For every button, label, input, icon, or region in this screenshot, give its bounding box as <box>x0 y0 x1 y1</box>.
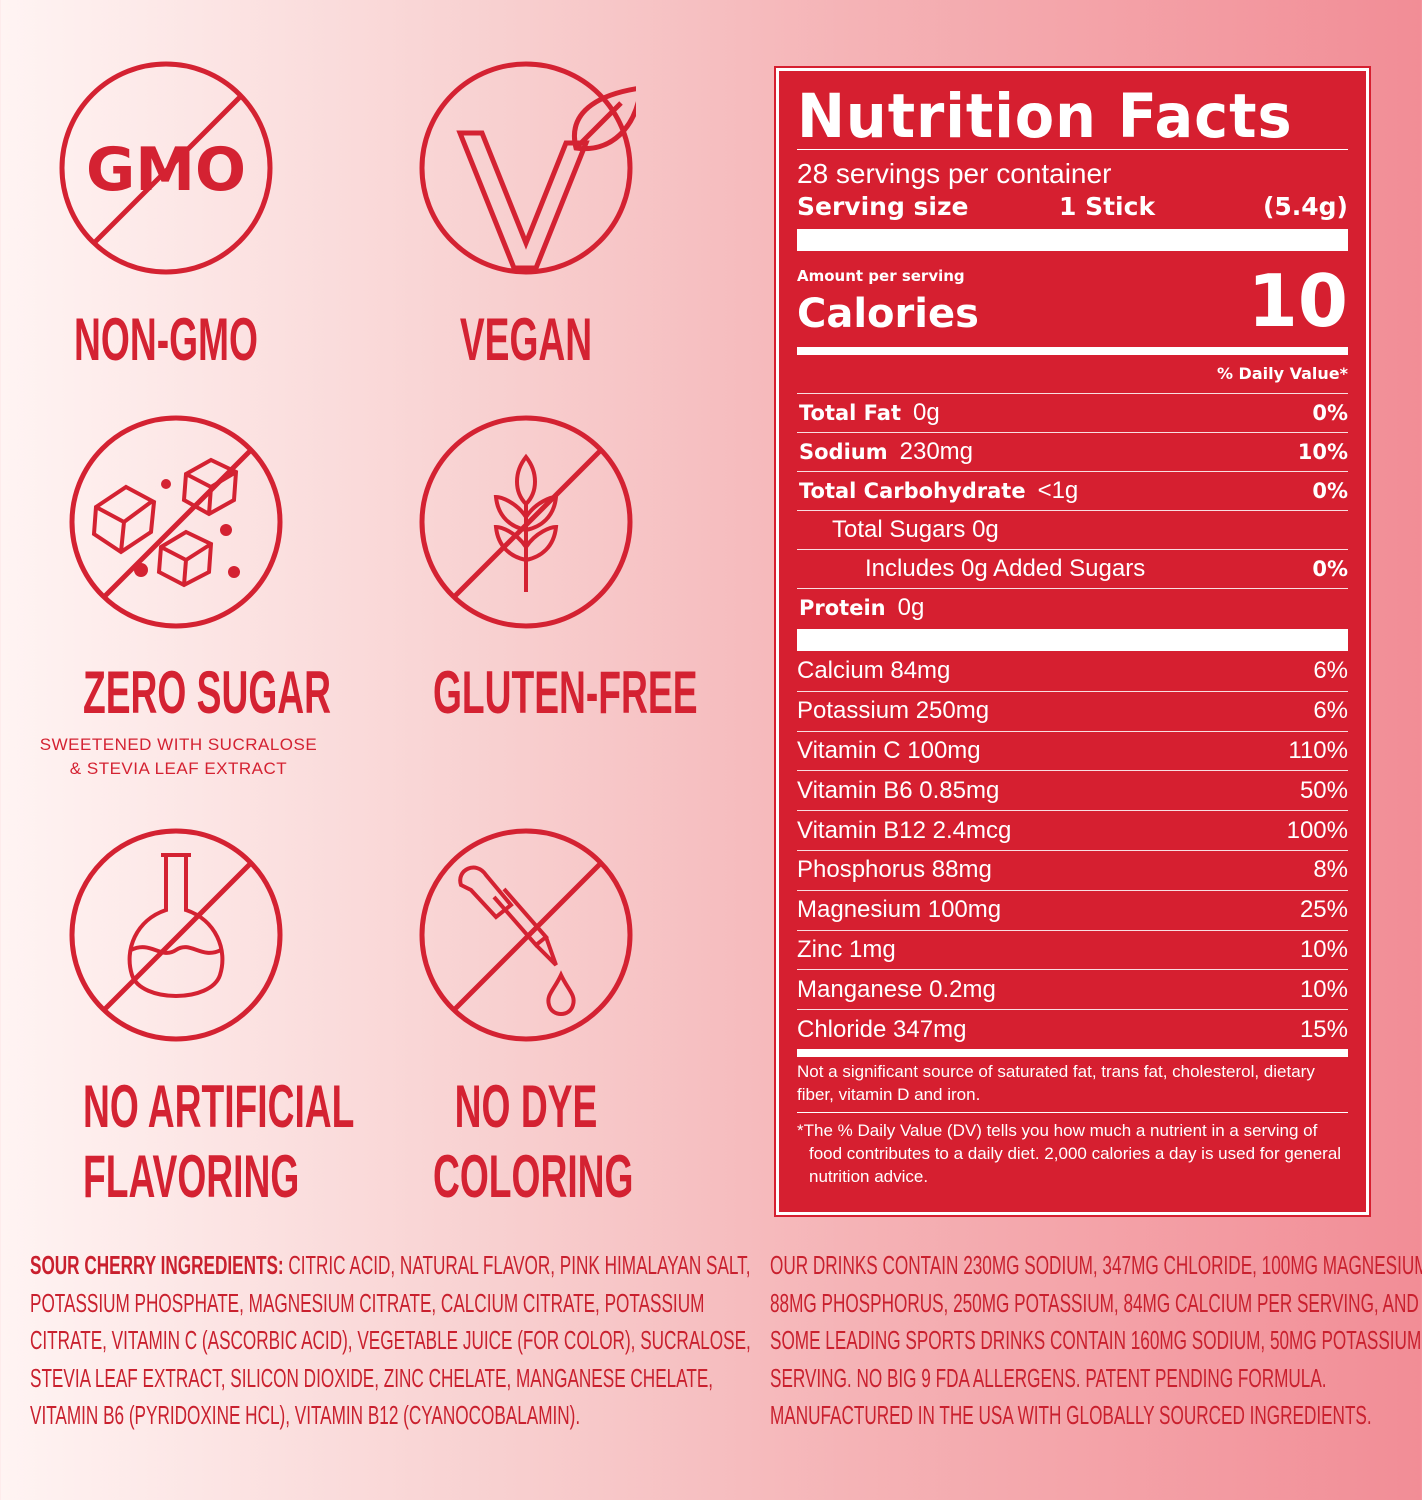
nutrient-row: Total Fat 0g 0% <box>797 393 1348 432</box>
nutrition-facts-label: Nutrition Facts 28 servings per containe… <box>774 66 1371 1217</box>
badge-label-flavoring: FLAVORING <box>83 1143 300 1210</box>
micronutrient-row: Potassium 250mg 6% <box>797 690 1348 731</box>
nutrition-title: Nutrition Facts <box>797 81 1293 152</box>
claims-text: OUR DRINKS CONTAIN 230MG SODIUM, 347MG C… <box>770 1247 1422 1435</box>
micronutrient-row: Phosphorus 88mg 8% <box>797 849 1348 890</box>
nutrient-amount: 0g <box>897 594 925 621</box>
nutrient-daily-value: 0% <box>1312 479 1348 503</box>
nutrient-name: Chloride 347mg <box>797 1015 967 1043</box>
badge-label-gluten-free: GLUTEN-FREE <box>433 659 698 726</box>
nutrient-daily-value: 6% <box>1313 656 1348 684</box>
zero-sugar-note-line-1: SWEETENED WITH SUCRALOSE <box>39 735 318 754</box>
nutrient-daily-value: 0% <box>1312 557 1348 581</box>
nutrient-name: Total Fat <box>799 401 902 425</box>
claims-line: 88MG PHOSPHORUS, 250MG POTASSIUM, 84MG C… <box>770 1287 1419 1318</box>
nutrient-amount: <1g <box>1037 477 1079 504</box>
ingredients-line: STEVIA LEAF EXTRACT, SILICON DIOXIDE, ZI… <box>30 1362 714 1393</box>
no-sugar-cubes-icon <box>69 415 283 629</box>
nutrient-row: Sodium 230mg 10% <box>797 432 1348 471</box>
micronutrient-row: Vitamin B6 0.85mg 50% <box>797 770 1348 810</box>
ingredients-line: CITRATE, VITAMIN C (ASCORBIC ACID), VEGE… <box>30 1325 751 1355</box>
badge-label-no-artificial: NO ARTIFICIAL <box>83 1073 355 1140</box>
nutrient-name: Magnesium 100mg <box>797 896 1002 924</box>
nutrient-name: Phosphorus 88mg <box>797 856 992 884</box>
nutrient-name: Vitamin B12 2.4mcg <box>797 816 1012 844</box>
micronutrient-row: Magnesium 100mg 25% <box>797 889 1348 930</box>
nutrient-name: Sodium <box>799 440 888 464</box>
ingredients-line: VITAMIN B6 (PYRIDOXINE HCL), VITAMIN B12… <box>30 1400 581 1430</box>
nutrient-daily-value: 6% <box>1313 697 1348 725</box>
nutrient-amount: 230mg <box>899 438 974 465</box>
nutrient-amount: 0g <box>913 399 940 426</box>
ingredients-line: POTASSIUM PHOSPHATE, MAGNESIUM CITRATE, … <box>30 1287 705 1318</box>
not-significant-note: Not a significant source of saturated fa… <box>797 1061 1315 1104</box>
servings-per-container: 28 servings per container <box>797 158 1112 189</box>
daily-value-header: % Daily Value* <box>1216 364 1348 383</box>
vegan-v-leaf-icon <box>419 61 636 275</box>
nutrient-daily-value: 10% <box>1299 935 1348 963</box>
nutrient-name: Total Sugars 0g <box>832 516 999 543</box>
badge-label-no-dye: NO DYE <box>454 1073 598 1140</box>
nutrient-name: Protein <box>799 596 886 620</box>
claims-line: OUR DRINKS CONTAIN 230MG SODIUM, 347MG C… <box>770 1250 1422 1280</box>
micronutrient-row: Calcium 84mg 6% <box>797 651 1348 691</box>
nutrient-name: Manganese 0.2mg <box>797 975 996 1003</box>
nutrient-daily-value: 10% <box>1299 975 1348 1003</box>
daily-value-footnote: *The % Daily Value (DV) tells you how mu… <box>797 1120 1342 1186</box>
no-wheat-icon <box>419 415 633 629</box>
amount-per-serving: Amount per serving <box>797 267 965 285</box>
badge-label-coloring: COLORING <box>433 1143 634 1210</box>
nutrient-name: Potassium 250mg <box>797 697 990 725</box>
micronutrient-row: Manganese 0.2mg 10% <box>797 969 1348 1009</box>
claims-line: SERVING. NO BIG 9 FDA ALLERGENS. PATENT … <box>770 1362 1327 1393</box>
serving-size-label: Serving size <box>797 192 969 221</box>
ingredients-line: CITRIC ACID, NATURAL FLAVOR, PINK HIMALA… <box>283 1250 751 1280</box>
ingredients-heading: SOUR CHERRY INGREDIENTS: <box>30 1250 284 1280</box>
nutrient-name: Zinc 1mg <box>797 935 896 963</box>
badge-label-vegan: VEGAN <box>459 306 593 373</box>
calories-label: Calories <box>797 291 979 337</box>
nutrient-row: Total Sugars 0g <box>797 510 1348 549</box>
no-flask-icon <box>69 828 283 1042</box>
calories-value: 10 <box>1247 259 1348 343</box>
micronutrient-row: Vitamin C 100mg 110% <box>797 730 1348 771</box>
micronutrient-row: Chloride 347mg 15% <box>797 1009 1348 1049</box>
nutrient-name: Vitamin C 100mg <box>797 736 981 764</box>
no-dropper-icon <box>419 828 633 1042</box>
nutrient-name: Includes 0g Added Sugars <box>865 555 1146 582</box>
zero-sugar-note-line-2: & STEVIA LEAF EXTRACT <box>69 759 288 778</box>
ingredients-text: SOUR CHERRY INGREDIENTS: CITRIC ACID, NA… <box>30 1247 751 1435</box>
badge-label-non-gmo: NON-GMO <box>74 306 258 373</box>
nutrient-row: Protein 0g <box>797 588 1348 627</box>
nutrient-daily-value: 10% <box>1297 440 1348 464</box>
micronutrient-row: Zinc 1mg 10% <box>797 929 1348 970</box>
nutrient-daily-value: 100% <box>1286 816 1348 844</box>
nutrient-name: Total Carbohydrate <box>799 479 1026 503</box>
claims-line: MANUFACTURED IN THE USA WITH GLOBALLY SO… <box>770 1400 1372 1430</box>
nutrient-row: Total Carbohydrate <1g 0% <box>797 471 1348 510</box>
nutrient-daily-value: 8% <box>1313 856 1348 884</box>
nutrient-daily-value: 15% <box>1299 1015 1348 1043</box>
nutrient-daily-value: 25% <box>1299 896 1348 924</box>
nutrient-name: Calcium 84mg <box>797 656 951 684</box>
nutrient-daily-value: 50% <box>1299 776 1348 804</box>
badge-label-zero-sugar: ZERO SUGAR <box>83 659 332 726</box>
nutrient-daily-value: 0% <box>1312 401 1348 425</box>
micronutrient-row: Vitamin B12 2.4mcg 100% <box>797 810 1348 850</box>
nutrient-name: Vitamin B6 0.85mg <box>797 776 1000 804</box>
claims-line: SOME LEADING SPORTS DRINKS CONTAIN 160MG… <box>770 1325 1422 1355</box>
no-gmo-icon: GMO <box>59 61 273 275</box>
nutrient-row: Includes 0g Added Sugars 0% <box>797 549 1348 588</box>
nutrient-daily-value: 110% <box>1288 736 1348 764</box>
serving-size-value: 1 Stick <box>1059 192 1156 221</box>
serving-weight: (5.4g) <box>1262 192 1348 221</box>
